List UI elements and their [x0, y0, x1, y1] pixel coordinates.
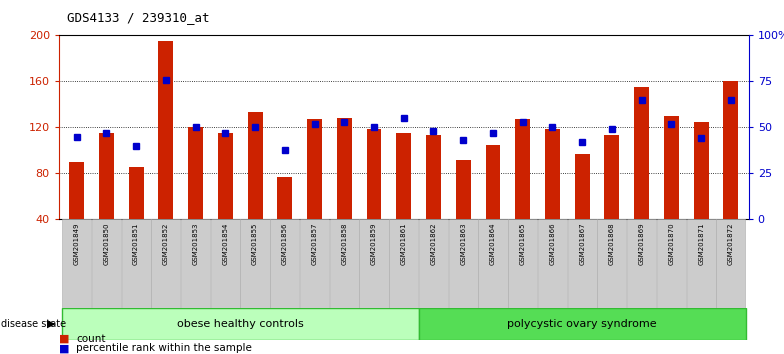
Text: GSM201859: GSM201859 — [371, 222, 377, 265]
Text: GSM201852: GSM201852 — [163, 222, 169, 264]
Bar — [397, 133, 411, 219]
Bar — [92, 219, 121, 308]
Text: GSM201868: GSM201868 — [609, 222, 615, 265]
Bar — [330, 219, 359, 308]
Text: GSM201850: GSM201850 — [103, 222, 110, 265]
Bar — [359, 219, 389, 308]
Bar — [634, 87, 649, 219]
Text: GSM201849: GSM201849 — [74, 222, 80, 265]
Bar — [694, 122, 709, 219]
Bar — [270, 219, 299, 308]
Bar — [62, 308, 419, 340]
Text: GSM201858: GSM201858 — [341, 222, 347, 265]
Text: GSM201870: GSM201870 — [669, 222, 674, 265]
Bar — [122, 219, 151, 308]
Bar — [664, 116, 679, 219]
Text: GSM201869: GSM201869 — [639, 222, 644, 265]
Bar — [717, 219, 746, 308]
Text: GSM201867: GSM201867 — [579, 222, 585, 265]
Bar — [426, 136, 441, 219]
Bar — [151, 219, 180, 308]
Text: polycystic ovary syndrome: polycystic ovary syndrome — [507, 319, 657, 329]
Text: GSM201853: GSM201853 — [193, 222, 198, 265]
Bar — [241, 219, 270, 308]
Text: percentile rank within the sample: percentile rank within the sample — [76, 343, 252, 353]
Bar — [419, 219, 448, 308]
Text: GSM201863: GSM201863 — [460, 222, 466, 265]
Bar — [485, 145, 500, 219]
Bar — [597, 219, 626, 308]
Text: GSM201871: GSM201871 — [698, 222, 704, 265]
Bar — [575, 154, 590, 219]
Text: GSM201855: GSM201855 — [252, 222, 258, 264]
Bar — [627, 219, 656, 308]
Bar — [218, 133, 233, 219]
Text: disease state: disease state — [1, 319, 66, 329]
Text: GSM201854: GSM201854 — [223, 222, 228, 264]
Bar — [389, 219, 419, 308]
Bar — [568, 219, 597, 308]
Bar — [687, 219, 716, 308]
Bar — [508, 219, 537, 308]
Text: GSM201872: GSM201872 — [728, 222, 734, 265]
Text: ■: ■ — [59, 334, 69, 344]
Bar — [307, 119, 322, 219]
Bar — [129, 166, 143, 219]
Text: ▶: ▶ — [47, 319, 56, 329]
Bar — [188, 127, 203, 219]
Text: GSM201857: GSM201857 — [311, 222, 318, 265]
Bar — [278, 177, 292, 219]
Bar — [337, 118, 352, 219]
Bar — [456, 160, 470, 219]
Text: GSM201862: GSM201862 — [430, 222, 437, 265]
Bar — [604, 136, 619, 219]
Text: GSM201861: GSM201861 — [401, 222, 407, 265]
Text: obese healthy controls: obese healthy controls — [177, 319, 303, 329]
Text: GSM201864: GSM201864 — [490, 222, 496, 265]
Bar — [62, 219, 91, 308]
Bar — [538, 219, 567, 308]
Bar — [211, 219, 240, 308]
Bar — [545, 129, 560, 219]
Bar — [448, 219, 477, 308]
Bar — [419, 308, 746, 340]
Bar — [657, 219, 686, 308]
Bar — [478, 219, 507, 308]
Bar — [248, 113, 263, 219]
Bar — [158, 41, 173, 219]
Bar — [69, 162, 84, 219]
Bar — [367, 129, 382, 219]
Text: GSM201866: GSM201866 — [550, 222, 555, 265]
Text: GDS4133 / 239310_at: GDS4133 / 239310_at — [67, 11, 209, 24]
Text: GSM201851: GSM201851 — [133, 222, 139, 265]
Text: ■: ■ — [59, 343, 69, 353]
Bar — [515, 119, 530, 219]
Text: GSM201865: GSM201865 — [520, 222, 526, 265]
Text: GSM201856: GSM201856 — [281, 222, 288, 265]
Bar — [181, 219, 210, 308]
Bar — [300, 219, 329, 308]
Text: count: count — [76, 334, 106, 344]
Bar — [99, 133, 114, 219]
Bar — [724, 81, 739, 219]
